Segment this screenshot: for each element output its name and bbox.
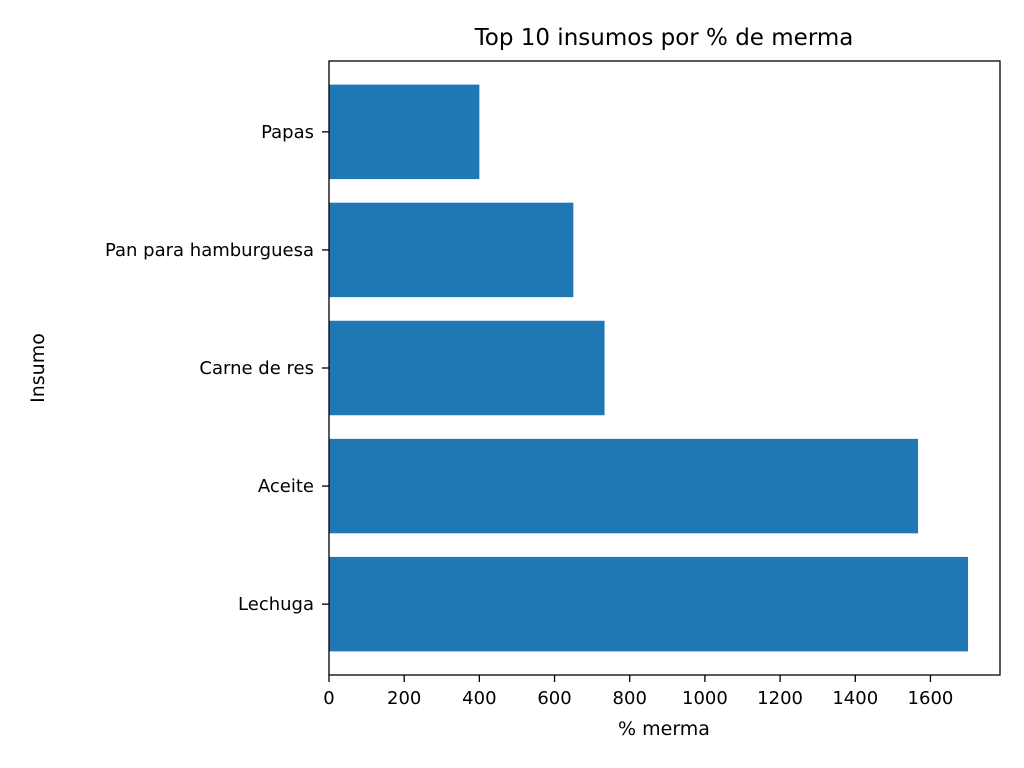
y-axis-label: Insumo bbox=[27, 333, 49, 403]
y-tick-label: Lechuga bbox=[238, 594, 314, 615]
y-tick-label: Papas bbox=[261, 122, 314, 143]
plot-area-frame bbox=[328, 60, 1001, 676]
x-tick-label: 0 bbox=[323, 688, 334, 709]
y-axis-ticks: Lechuga Aceite Carne de res Pan para hambur… bbox=[105, 122, 329, 615]
chart-title: Top 10 insumos por % de merma bbox=[474, 25, 854, 51]
bar-aceite bbox=[329, 438, 919, 534]
x-axis-label: % merma bbox=[618, 718, 710, 740]
x-tick-label: 400 bbox=[462, 688, 496, 709]
x-tick-label: 600 bbox=[537, 688, 571, 709]
bar-carne-de-res bbox=[329, 320, 605, 416]
y-tick-label: Carne de res bbox=[199, 358, 314, 379]
x-tick-label: 1200 bbox=[757, 688, 803, 709]
y-tick-label: Aceite bbox=[258, 476, 314, 497]
x-tick-label: 1000 bbox=[682, 688, 728, 709]
x-axis-ticks: 0 200 400 600 800 1000 1200 1400 1600 bbox=[323, 675, 953, 709]
bar-lechuga bbox=[329, 556, 969, 652]
x-tick-label: 1400 bbox=[832, 688, 878, 709]
x-tick-label: 800 bbox=[613, 688, 647, 709]
x-tick-label: 1600 bbox=[908, 688, 954, 709]
bar-papas bbox=[329, 84, 480, 180]
x-tick-label: 200 bbox=[387, 688, 421, 709]
bars-layer bbox=[329, 84, 969, 652]
y-tick-label: Pan para hamburguesa bbox=[105, 240, 314, 261]
bar-pan-para-hamburguesa bbox=[329, 202, 574, 298]
